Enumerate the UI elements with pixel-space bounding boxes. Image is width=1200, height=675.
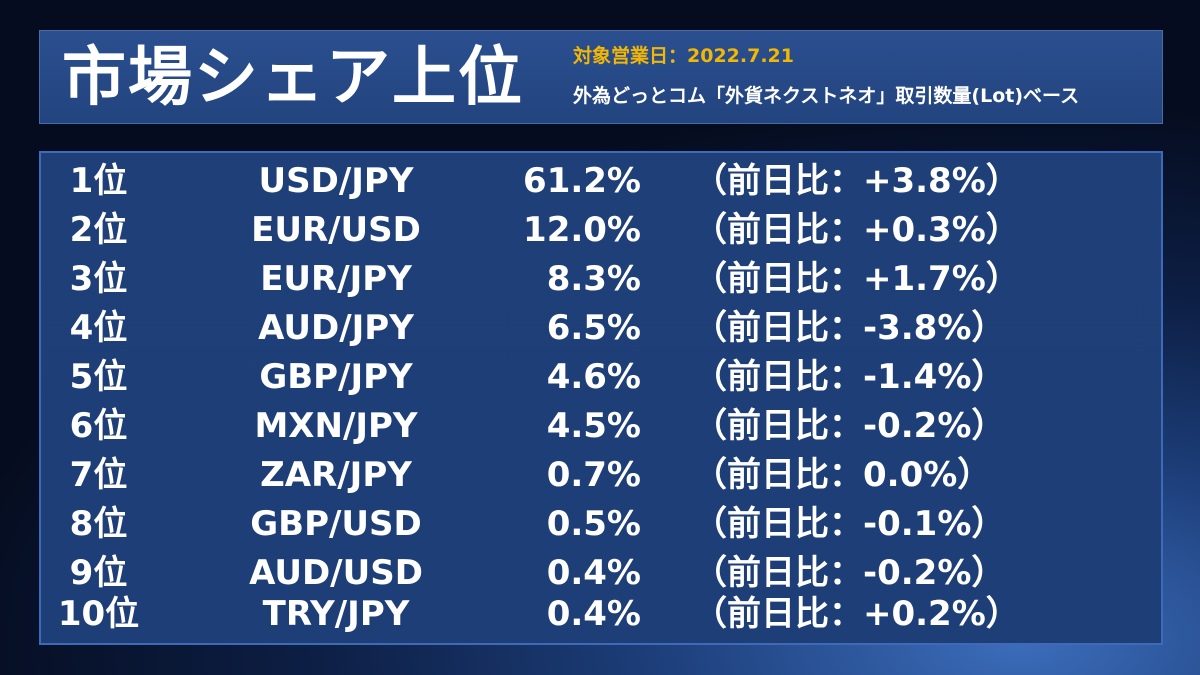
- market-share-cell: 0.4%: [546, 553, 641, 593]
- market-share-cell: 0.7%: [546, 455, 641, 495]
- market-share-cell: 8.3%: [546, 259, 641, 299]
- rank-cell: 5位: [69, 357, 128, 397]
- table-row: 8位 GBP/USD 0.5% （前日比：-0.1%）: [41, 499, 1161, 549]
- rank-cell: 10位: [57, 594, 140, 634]
- table-row: 5位 GBP/JPY 4.6% （前日比：-1.4%）: [41, 352, 1161, 402]
- rank-cell: 7位: [69, 455, 128, 495]
- table-row: 1位 USD/JPY 61.2% （前日比：+3.8%）: [41, 156, 1161, 206]
- market-share-cell: 6.5%: [546, 308, 641, 348]
- rank-cell: 8位: [69, 504, 128, 544]
- market-share-cell: 0.5%: [546, 504, 641, 544]
- day-change-cell: （前日比：0.0%）: [693, 455, 992, 495]
- currency-pair-cell: TRY/JPY: [262, 594, 410, 634]
- header-banner: 市場シェア上位 対象営業日：2022.7.21 外為どっとコム「外貨ネクストネオ…: [39, 30, 1163, 124]
- currency-pair-cell: MXN/JPY: [254, 406, 418, 446]
- currency-pair-cell: GBP/USD: [250, 504, 422, 544]
- currency-pair-cell: AUD/USD: [249, 553, 423, 593]
- market-share-cell: 4.6%: [546, 357, 641, 397]
- day-change-cell: （前日比：-3.8%）: [693, 308, 1006, 348]
- market-share-cell: 0.4%: [546, 594, 641, 634]
- currency-pair-cell: GBP/JPY: [259, 357, 413, 397]
- table-row: 2位 EUR/USD 12.0% （前日比：+0.3%）: [41, 205, 1161, 255]
- table-row: 6位 MXN/JPY 4.5% （前日比：-0.2%）: [41, 401, 1161, 451]
- day-change-cell: （前日比：+1.7%）: [693, 259, 1020, 299]
- market-share-cell: 4.5%: [546, 406, 641, 446]
- day-change-cell: （前日比：-0.1%）: [693, 504, 1006, 544]
- ranking-table: 1位 USD/JPY 61.2% （前日比：+3.8%） 2位 EUR/USD …: [39, 151, 1163, 645]
- currency-pair-cell: AUD/JPY: [258, 308, 414, 348]
- day-change-cell: （前日比：+3.8%）: [693, 161, 1020, 201]
- business-date-label: 対象営業日：2022.7.21: [573, 45, 794, 67]
- day-change-cell: （前日比：-0.2%）: [693, 553, 1006, 593]
- rank-cell: 9位: [69, 553, 128, 593]
- table-row: 4位 AUD/JPY 6.5% （前日比：-3.8%）: [41, 303, 1161, 353]
- data-basis-description: 外為どっとコム「外貨ネクストネオ」取引数量(Lot)ベース: [573, 85, 1080, 107]
- market-share-cell: 12.0%: [523, 210, 641, 250]
- day-change-cell: （前日比：+0.3%）: [693, 210, 1020, 250]
- rank-cell: 6位: [69, 406, 128, 446]
- table-row: 7位 ZAR/JPY 0.7% （前日比：0.0%）: [41, 450, 1161, 500]
- rank-cell: 2位: [69, 210, 128, 250]
- day-change-cell: （前日比：-1.4%）: [693, 357, 1006, 397]
- table-row: 9位 AUD/USD 0.4% （前日比：-0.2%）: [41, 548, 1161, 598]
- day-change-cell: （前日比：+0.2%）: [693, 594, 1020, 634]
- table-row: 3位 EUR/JPY 8.3% （前日比：+1.7%）: [41, 254, 1161, 304]
- table-row: 10位 TRY/JPY 0.4% （前日比：+0.2%）: [41, 589, 1161, 639]
- page-title: 市場シェア上位: [62, 41, 524, 115]
- currency-pair-cell: USD/JPY: [258, 161, 414, 201]
- day-change-cell: （前日比：-0.2%）: [693, 406, 1006, 446]
- currency-pair-cell: ZAR/JPY: [260, 455, 412, 495]
- rank-cell: 4位: [69, 308, 128, 348]
- market-share-cell: 61.2%: [523, 161, 641, 201]
- currency-pair-cell: EUR/JPY: [260, 259, 412, 299]
- currency-pair-cell: EUR/USD: [251, 210, 421, 250]
- rank-cell: 3位: [69, 259, 128, 299]
- rank-cell: 1位: [69, 161, 128, 201]
